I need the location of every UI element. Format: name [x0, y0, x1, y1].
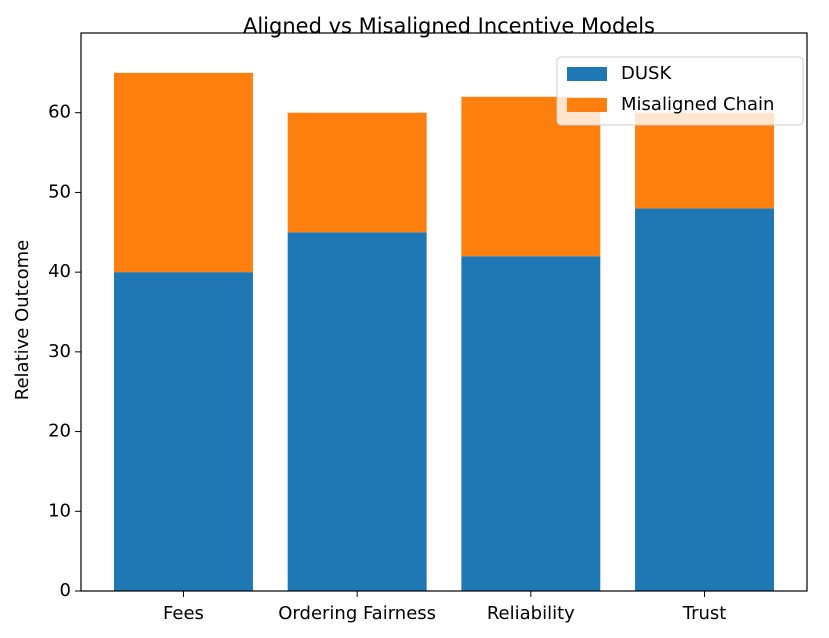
x-tick-label: Fees: [163, 603, 204, 624]
bar: [635, 208, 774, 591]
y-tick-label: 30: [48, 341, 71, 362]
legend-label: Misaligned Chain: [621, 94, 774, 115]
y-tick-label: 60: [48, 102, 71, 123]
bar: [287, 112, 427, 233]
legend-swatch: [567, 67, 607, 81]
y-tick-label: 40: [48, 261, 71, 282]
y-axis-label: Relative Outcome: [12, 240, 33, 400]
bar: [287, 232, 427, 592]
bar: [114, 72, 253, 273]
x-tick-label: Reliability: [487, 603, 575, 624]
plot-frame: [80, 32, 808, 592]
bar: [114, 272, 253, 591]
y-tick-label: 20: [48, 421, 71, 442]
chart-title: Aligned vs Misaligned Incentive Models: [243, 14, 655, 38]
x-tick-label: Ordering Fairness: [278, 603, 436, 624]
bar: [635, 112, 774, 209]
legend-label: DUSK: [621, 63, 672, 84]
y-tick-label: 10: [48, 500, 71, 521]
bar: [461, 256, 601, 591]
legend-swatch: [567, 98, 607, 112]
x-tick-label: Trust: [682, 603, 727, 624]
y-tick-label: 50: [48, 181, 71, 202]
y-tick-label: 0: [60, 580, 71, 601]
legend-box: [556, 56, 804, 126]
